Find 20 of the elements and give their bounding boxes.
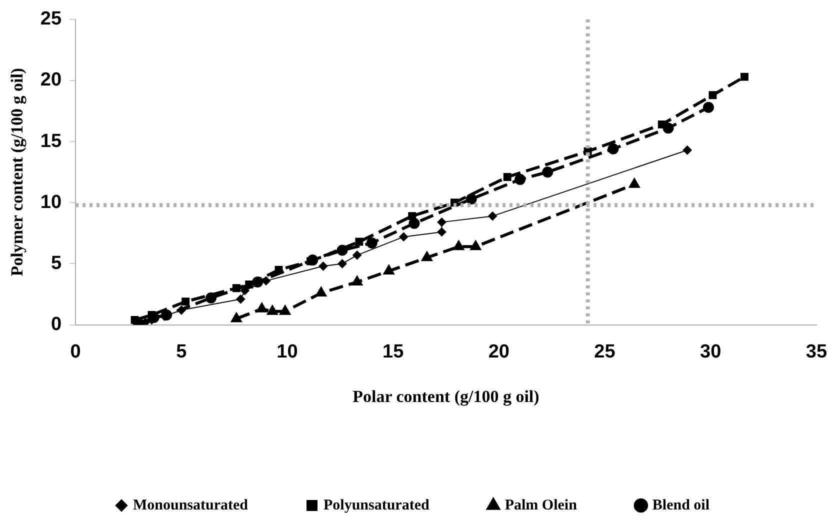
y-tick-label: 0 bbox=[50, 314, 62, 336]
legend-label: Blend oil bbox=[652, 497, 710, 514]
x-tick-label: 0 bbox=[70, 341, 81, 362]
x-tick-label: 5 bbox=[176, 341, 188, 362]
y-axis-title: Polymer content (g/100 g oil) bbox=[8, 68, 27, 276]
x-tick-label: 15 bbox=[382, 341, 404, 362]
x-tick-label: 10 bbox=[276, 341, 298, 362]
y-tick-label: 15 bbox=[40, 130, 62, 152]
legend-label: Polyunsaturated bbox=[323, 497, 430, 514]
y-tick-label: 25 bbox=[40, 8, 62, 30]
x-tick-label: 20 bbox=[488, 341, 510, 362]
y-tick-label: 20 bbox=[40, 70, 62, 91]
x-tick-label: 35 bbox=[806, 341, 828, 362]
legend-label: Monounsaturated bbox=[132, 497, 249, 514]
y-tick-label: 5 bbox=[50, 252, 62, 274]
x-tick-label: 30 bbox=[700, 341, 722, 362]
legend-label: Palm Olein bbox=[504, 497, 578, 514]
x-tick-label: 25 bbox=[594, 341, 616, 362]
x-axis-title: Polar content (g/100 g oil) bbox=[352, 387, 540, 406]
y-tick-label: 10 bbox=[40, 192, 62, 213]
